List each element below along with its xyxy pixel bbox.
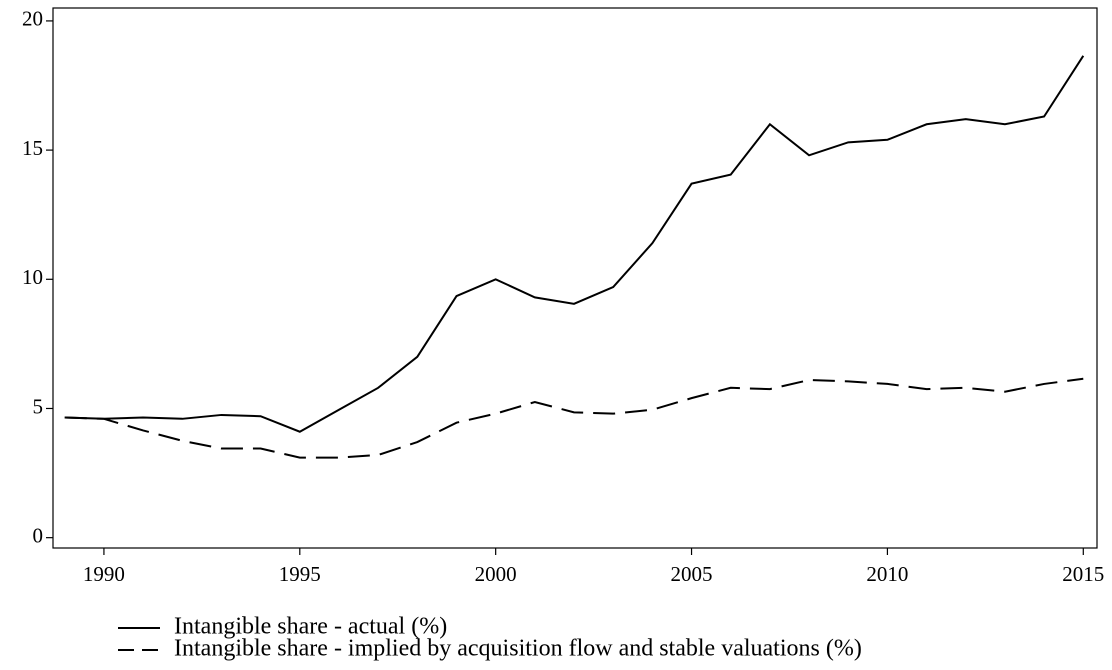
legend-label: Intangible share - implied by acquisitio… bbox=[174, 636, 862, 662]
legend-label: Intangible share - actual (%) bbox=[174, 614, 447, 640]
y-tick-label: 0 bbox=[33, 523, 44, 547]
y-tick-label: 15 bbox=[22, 136, 43, 160]
series-line bbox=[64, 55, 1085, 433]
plot-frame bbox=[52, 7, 1098, 549]
x-tick-label: 2000 bbox=[475, 562, 517, 586]
x-tick-label: 2005 bbox=[671, 562, 713, 586]
series-line bbox=[64, 377, 1084, 459]
x-tick-label: 2015 bbox=[1062, 562, 1104, 586]
y-tick-label: 5 bbox=[33, 394, 44, 418]
x-tick-label: 1990 bbox=[83, 562, 125, 586]
x-tick-label: 2010 bbox=[866, 562, 908, 586]
y-tick-label: 20 bbox=[22, 7, 43, 31]
y-tick-label: 10 bbox=[22, 265, 43, 289]
x-tick-label: 1995 bbox=[279, 562, 321, 586]
